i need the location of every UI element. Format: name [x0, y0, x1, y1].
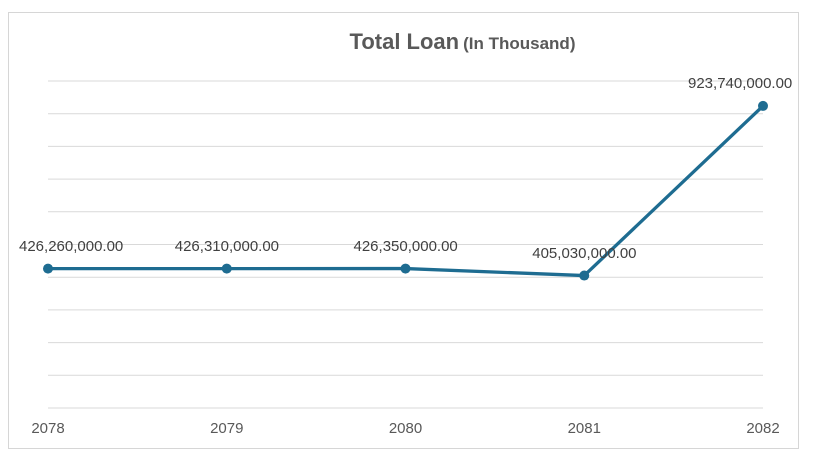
data-point-marker — [43, 263, 53, 274]
x-axis-label: 2082 — [746, 420, 780, 437]
data-label: 426,260,000.00 — [19, 237, 124, 255]
data-point-marker — [579, 270, 590, 281]
x-axis-label: 2081 — [567, 420, 601, 437]
x-axis-label: 2080 — [388, 420, 423, 437]
x-axis-label: 2079 — [210, 420, 244, 437]
line-plot — [43, 80, 768, 409]
data-label: 426,310,000.00 — [174, 237, 280, 255]
data-point-marker — [758, 100, 768, 111]
data-label: 405,030,000.00 — [532, 244, 637, 262]
data-label: 426,350,000.00 — [353, 237, 458, 255]
data-point-marker — [400, 263, 411, 274]
x-axis-label: 2078 — [31, 420, 65, 437]
chart-frame: Total Loan (In Thousand) 426,260,000.00 42… — [8, 12, 799, 449]
data-label: 923,740,000.00 — [688, 74, 793, 92]
data-point-marker — [221, 263, 232, 274]
